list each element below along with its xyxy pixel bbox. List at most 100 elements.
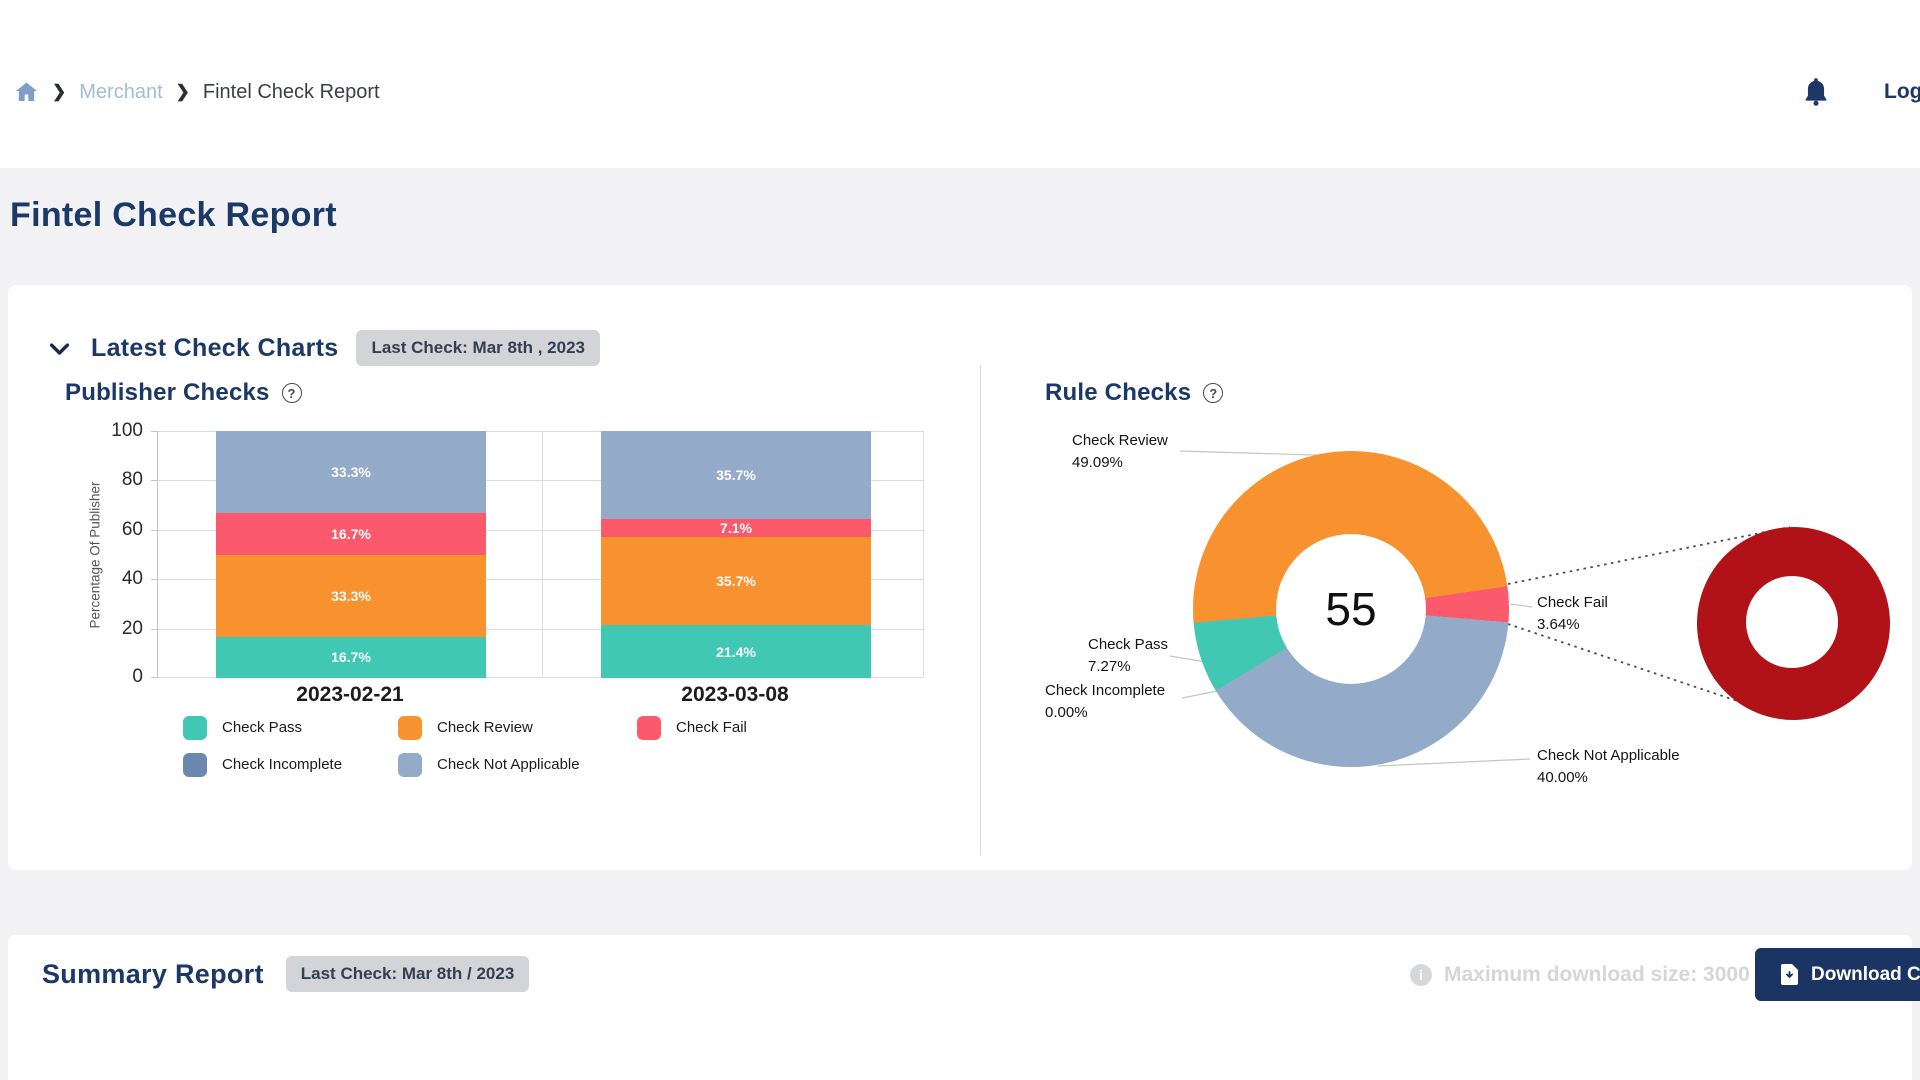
bar-segment-check-fail: 16.7% xyxy=(216,513,486,555)
donut-label-check-review: Check Review 49.09% xyxy=(1072,430,1168,474)
section-title-latest-check-charts: Latest Check Charts xyxy=(91,333,339,362)
donut-center: 55 xyxy=(1276,534,1426,684)
gridline xyxy=(158,629,924,630)
home-icon[interactable] xyxy=(14,80,39,104)
gridline xyxy=(158,480,924,481)
stacked-bar-2023-02-21: 16.7% 33.3% 16.7% 33.3% xyxy=(216,431,486,678)
y-tick-label: 40 xyxy=(121,568,143,589)
logout-link[interactable]: Log xyxy=(1884,80,1920,103)
info-icon: i xyxy=(1410,964,1432,986)
stacked-bar-2023-03-08: 21.4% 35.7% 7.1% 35.7% xyxy=(601,431,871,678)
panel-divider xyxy=(980,365,981,855)
publisher-checks-bar-chart: 16.7% 33.3% 16.7% 33.3% 21.4% 35.7% 7.1% 35.7% xyxy=(151,431,924,678)
donut-label-value: 7.27% xyxy=(1088,657,1131,675)
donut-label-name: Check Fail xyxy=(1537,594,1608,611)
x-axis-label: 2023-03-08 xyxy=(681,683,789,706)
bar-segment-check-fail: 7.1% xyxy=(601,519,871,537)
last-check-badge: Last Check: Mar 8th / 2023 xyxy=(285,956,530,992)
y-tick-label: 100 xyxy=(111,420,143,441)
legend-swatch xyxy=(637,716,661,740)
breadcrumb: ❯ Merchant ❯ Fintel Check Report xyxy=(14,76,380,108)
axis-tick xyxy=(151,480,158,481)
donut-label-check-pass: Check Pass 7.27% xyxy=(1088,634,1168,678)
gridline xyxy=(158,431,924,432)
rule-checks-title-text: Rule Checks xyxy=(1045,379,1192,406)
bar-segment-check-not-applicable: 35.7% xyxy=(601,431,871,520)
max-download-note: i Maximum download size: 3000 xyxy=(1410,963,1750,987)
donut-label-name: Check Incomplete xyxy=(1045,682,1166,699)
legend-label: Check Not Applicable xyxy=(437,756,580,773)
breadcrumb-merchant-link[interactable]: Merchant xyxy=(79,80,163,103)
x-axis-label: 2023-02-21 xyxy=(296,683,404,706)
publisher-checks-title: Publisher Checks ? xyxy=(65,379,302,407)
donut-label-check-fail: Check Fail 3.64% xyxy=(1537,592,1608,636)
chevron-right-icon: ❯ xyxy=(52,82,67,101)
legend-item-check-incomplete[interactable]: Check Incomplete xyxy=(183,753,342,777)
help-icon[interactable]: ? xyxy=(1203,383,1224,403)
breadcrumb-current-page: Fintel Check Report xyxy=(202,80,380,103)
axis-tick xyxy=(151,579,158,580)
donut-total-count: 55 xyxy=(1325,583,1377,635)
legend-item-check-not-applicable[interactable]: Check Not Applicable xyxy=(398,753,580,777)
legend-swatch xyxy=(183,753,207,777)
legend-swatch xyxy=(398,753,422,777)
gridline-vertical xyxy=(923,431,924,678)
bar-segment-value: 16.7% xyxy=(331,649,371,666)
donut-label-value: 3.64% xyxy=(1537,615,1580,633)
bar-segment-check-not-applicable: 33.3% xyxy=(216,431,486,514)
bar-segment-check-pass: 16.7% xyxy=(216,636,486,678)
legend-label: Check Fail xyxy=(676,719,747,736)
bar-chart-y-axis-label: Percentage Of Publisher xyxy=(87,481,103,629)
bar-segment-check-pass: 21.4% xyxy=(601,625,871,678)
y-tick-label: 60 xyxy=(121,519,143,540)
download-csv-label: Download CSV xyxy=(1811,963,1920,985)
download-csv-button[interactable]: Download CSV xyxy=(1755,948,1920,1001)
bar-segment-value: 33.3% xyxy=(331,464,371,481)
axis-tick xyxy=(151,677,158,678)
legend-label: Check Incomplete xyxy=(222,756,343,773)
notification-bell-icon[interactable] xyxy=(1802,77,1830,107)
y-tick-label: 0 xyxy=(132,666,143,687)
gridline xyxy=(158,677,924,678)
legend-label: Check Review xyxy=(437,719,533,736)
donut-label-name: Check Pass xyxy=(1088,636,1169,653)
section-title-summary-report: Summary Report xyxy=(42,958,264,989)
summary-report-header: Summary Report Last Check: Mar 8th / 202… xyxy=(42,956,530,992)
legend-item-check-pass[interactable]: Check Pass xyxy=(183,716,302,740)
gridline-vertical xyxy=(542,431,543,678)
legend-label: Check Pass xyxy=(222,719,303,736)
legend-swatch xyxy=(398,716,422,740)
check-fail-magnified-donut-hole xyxy=(1746,576,1838,668)
axis-tick xyxy=(151,629,158,630)
y-tick-label: 80 xyxy=(121,469,143,490)
gridline xyxy=(158,530,924,531)
latest-check-charts-header: Latest Check Charts Last Check: Mar 8th … xyxy=(46,330,600,366)
chevron-down-icon[interactable] xyxy=(46,335,73,362)
file-download-icon xyxy=(1781,964,1798,985)
chevron-right-icon: ❯ xyxy=(175,82,190,101)
bar-segment-value: 7.1% xyxy=(720,520,752,537)
y-tick-label: 20 xyxy=(121,618,143,639)
rule-checks-title: Rule Checks ? xyxy=(1045,379,1224,407)
donut-label-check-not-applicable: Check Not Applicable 40.00% xyxy=(1537,745,1680,789)
help-icon[interactable]: ? xyxy=(281,383,302,403)
donut-label-value: 49.09% xyxy=(1072,453,1123,471)
donut-label-value: 0.00% xyxy=(1045,703,1088,721)
top-navigation-bar: ❯ Merchant ❯ Fintel Check Report Log xyxy=(0,0,1920,168)
bar-segment-value: 21.4% xyxy=(716,643,756,660)
donut-label-name: Check Review xyxy=(1072,432,1168,449)
publisher-checks-title-text: Publisher Checks xyxy=(65,379,270,406)
axis-tick xyxy=(151,530,158,531)
last-check-badge: Last Check: Mar 8th , 2023 xyxy=(356,330,600,366)
axis-tick xyxy=(151,431,158,432)
bar-segment-value: 16.7% xyxy=(331,525,371,542)
gridline xyxy=(158,579,924,580)
legend-item-check-fail[interactable]: Check Fail xyxy=(637,716,747,740)
donut-label-check-incomplete: Check Incomplete 0.00% xyxy=(1045,680,1165,724)
bar-segment-value: 35.7% xyxy=(716,467,756,484)
legend-item-check-review[interactable]: Check Review xyxy=(398,716,533,740)
bar-segment-check-review: 35.7% xyxy=(601,536,871,626)
page-title: Fintel Check Report xyxy=(10,196,337,234)
bar-segment-value: 35.7% xyxy=(716,573,756,590)
